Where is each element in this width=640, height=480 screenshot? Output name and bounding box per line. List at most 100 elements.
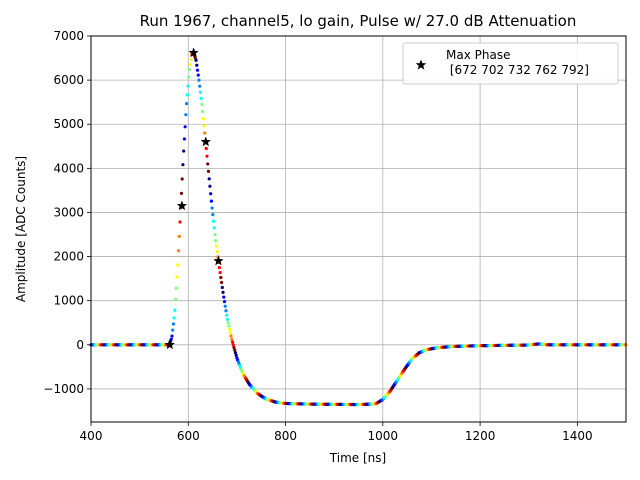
waveform-point xyxy=(175,275,179,279)
x-axis-label: Time [ns] xyxy=(329,451,386,465)
waveform-point xyxy=(229,334,233,338)
x-tick-label: 1200 xyxy=(465,429,496,443)
waveform-point xyxy=(199,96,203,100)
waveform-point xyxy=(182,149,186,153)
waveform-point xyxy=(197,78,201,82)
y-tick-label: 4000 xyxy=(53,161,84,175)
plot-frame xyxy=(90,35,627,423)
waveform-point xyxy=(170,334,174,338)
y-tick-label: 7000 xyxy=(53,29,84,43)
waveform-point xyxy=(230,337,234,341)
waveform-point xyxy=(214,239,218,243)
waveform-point xyxy=(231,343,235,347)
waveform-point xyxy=(218,270,222,275)
waveform-point xyxy=(208,184,212,188)
x-tick-label: 600 xyxy=(177,429,200,443)
waveform-point xyxy=(209,199,213,203)
waveform-point xyxy=(222,300,227,304)
x-tick-label: 400 xyxy=(80,429,103,443)
legend-label-line-2: [672 702 732 762 792] xyxy=(446,63,589,77)
max-phase-marker xyxy=(188,47,199,58)
waveform-point xyxy=(200,102,204,106)
waveform-point xyxy=(181,163,185,167)
waveform-point xyxy=(184,113,188,117)
x-tick-label: 1000 xyxy=(368,429,399,443)
max-phase-marker xyxy=(164,339,176,350)
waveform-point xyxy=(176,249,181,253)
waveform-point xyxy=(224,309,228,313)
waveform-point xyxy=(223,304,227,308)
waveform-point xyxy=(213,232,217,237)
waveform-point xyxy=(171,328,175,332)
waveform-point xyxy=(227,324,231,328)
waveform-point xyxy=(180,177,184,181)
waveform-point xyxy=(173,308,177,312)
legend-label-line-1: Max Phase xyxy=(446,48,510,62)
waveform-point xyxy=(233,348,237,352)
waveform-point xyxy=(214,244,219,248)
waveform-point xyxy=(169,337,173,341)
waveform-point xyxy=(233,351,238,355)
waveform-point xyxy=(201,109,205,114)
waveform-point xyxy=(234,353,238,357)
waveform-point xyxy=(225,313,229,317)
y-tick-label: 5000 xyxy=(53,117,84,131)
waveform-point xyxy=(211,219,216,223)
waveform-point xyxy=(220,285,224,290)
waveform-point xyxy=(219,280,224,285)
waveform-point xyxy=(186,84,190,88)
y-tick-label: 0 xyxy=(76,338,84,352)
waveform-point xyxy=(195,63,199,67)
waveform-point xyxy=(219,275,223,280)
max-phase-series xyxy=(164,47,224,350)
x-tick-label: 1400 xyxy=(562,429,593,443)
y-tick-label: 3000 xyxy=(53,205,84,219)
waveform-point xyxy=(204,146,208,151)
waveform-point xyxy=(212,226,216,230)
y-tick-label: 6000 xyxy=(53,73,84,87)
waveform-point xyxy=(171,322,176,326)
waveform-point xyxy=(195,68,200,72)
waveform-point xyxy=(230,340,235,344)
waveform-point xyxy=(183,125,187,129)
waveform-point xyxy=(196,73,200,77)
legend-star-icon xyxy=(415,59,427,70)
legend-box xyxy=(402,42,619,85)
waveform-point xyxy=(174,286,178,290)
waveform-point xyxy=(198,90,203,94)
chart-title: Run 1967, channel5, lo gain, Pulse w/ 27… xyxy=(140,12,577,30)
waveform-point xyxy=(185,93,189,97)
waveform-point xyxy=(232,345,236,350)
waveform-point xyxy=(189,57,193,62)
waveform-point xyxy=(179,191,184,195)
waveform-point xyxy=(211,213,215,217)
waveform-point xyxy=(187,68,192,72)
waveform-point xyxy=(210,206,214,210)
waveform-point xyxy=(225,317,230,322)
waveform-point xyxy=(209,192,213,196)
legend-label: Max Phase [672 702 732 762 792] xyxy=(446,48,589,77)
waveform-point xyxy=(184,102,189,106)
waveform-point xyxy=(206,169,211,173)
waveform-point xyxy=(206,162,210,166)
max-phase-marker xyxy=(213,255,224,266)
waveform-point xyxy=(207,177,211,181)
y-tick-label: 1000 xyxy=(53,294,84,308)
waveform-point xyxy=(174,297,178,301)
y-axis: −1000 0 1000 2000 3000 4000 5000 6000 7000 xyxy=(43,29,91,396)
waveform-point xyxy=(176,263,180,267)
waveform-point xyxy=(178,220,182,224)
y-tick-label: −1000 xyxy=(43,382,84,396)
waveform-point xyxy=(198,84,202,88)
waveform-point xyxy=(187,75,191,79)
waveform-point xyxy=(221,290,225,295)
max-phase-marker xyxy=(176,200,188,211)
y-tick-label: 2000 xyxy=(53,250,84,264)
waveform-point xyxy=(177,234,181,238)
waveform-point xyxy=(182,137,186,141)
waveform-point xyxy=(203,131,207,135)
waveform-point xyxy=(226,321,230,325)
legend: Max Phase [672 702 732 762 792] xyxy=(402,42,619,85)
x-axis: 400 600 800 1000 1200 1400 xyxy=(80,422,593,443)
